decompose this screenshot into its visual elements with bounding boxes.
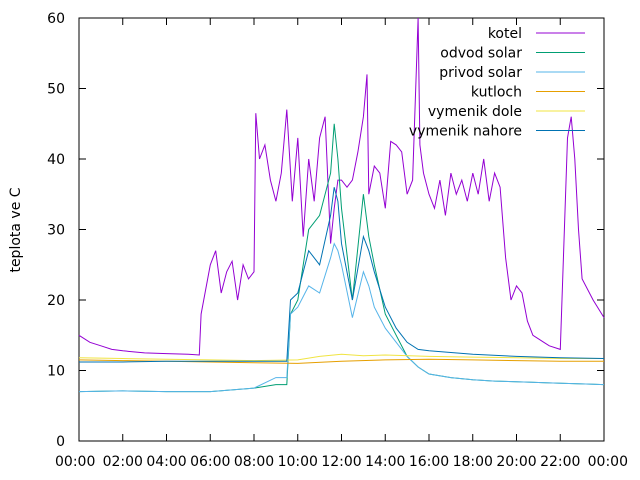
x-tick-label: 14:00 xyxy=(365,454,405,470)
y-tick-label: 60 xyxy=(47,11,65,27)
series-line-vymenik-nahore xyxy=(79,187,605,363)
y-axis: 0 10 20 30 40 50 60 xyxy=(47,11,604,450)
legend-label: odvod solar xyxy=(440,46,522,62)
x-tick-label: 02:00 xyxy=(103,454,143,470)
legend-label: vymenik dole xyxy=(428,104,522,120)
x-tick-label: 06:00 xyxy=(190,454,230,470)
x-tick-label: 18:00 xyxy=(453,454,493,470)
x-tick-label: 00:00 xyxy=(588,454,628,470)
x-axis: 00:00 02:00 04:00 06:00 08:00 10:00 12:00 14:00… xyxy=(55,18,628,470)
y-tick-label: 20 xyxy=(47,293,65,309)
plot-border xyxy=(78,17,605,442)
y-axis-label: teplota ve C xyxy=(8,187,24,272)
series-line-privod-solar xyxy=(78,242,605,393)
legend: kotel odvod solar privod solar kutloch vymen… xyxy=(409,26,585,140)
x-tick-label: 20:00 xyxy=(496,454,536,470)
series-line-kotel xyxy=(78,17,605,356)
y-tick-label: 10 xyxy=(47,364,65,380)
legend-label: kutloch xyxy=(471,85,522,101)
x-tick-label: 22:00 xyxy=(540,454,580,470)
series-line-vymenik-dole xyxy=(78,353,604,362)
series-line-odvod-solar xyxy=(78,123,605,393)
legend-label: privod solar xyxy=(439,65,522,81)
x-tick-label: 12:00 xyxy=(321,454,361,470)
legend-label: kotel xyxy=(488,26,522,42)
y-tick-label: 0 xyxy=(56,434,65,450)
x-tick-label: 16:00 xyxy=(409,454,449,470)
x-tick-label: 00:00 xyxy=(55,454,95,470)
legend-label: vymenik nahore xyxy=(409,124,522,140)
x-tick-label: 10:00 xyxy=(278,454,318,470)
x-tick-label: 04:00 xyxy=(146,454,186,470)
y-tick-label: 50 xyxy=(47,82,65,98)
y-tick-label: 30 xyxy=(47,223,65,239)
x-tick-label: 08:00 xyxy=(234,454,274,470)
y-tick-label: 40 xyxy=(47,152,65,168)
series-lines xyxy=(78,17,605,393)
